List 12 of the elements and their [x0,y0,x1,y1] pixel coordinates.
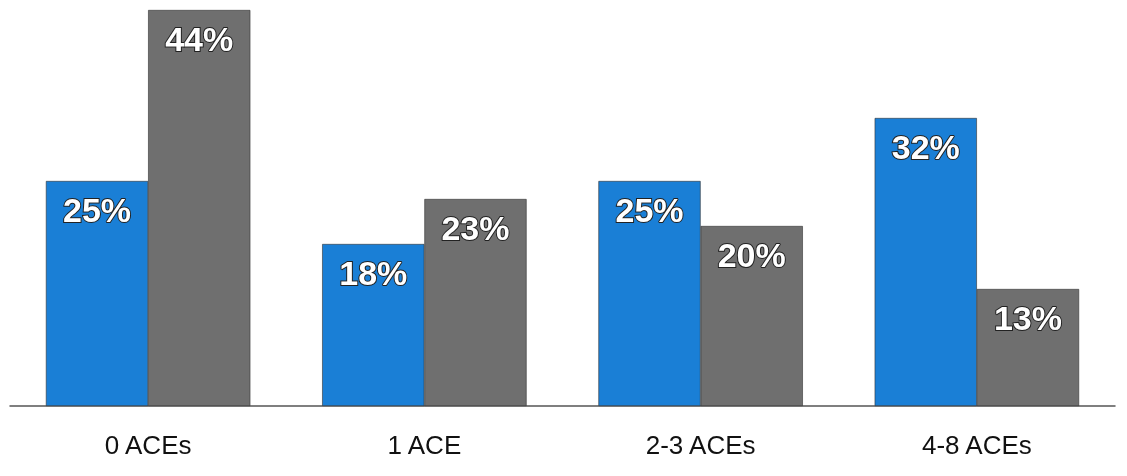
x-tick-label: 2-3 ACEs [645,430,756,460]
data-label: 13% [993,299,1063,337]
x-tick-label: 0 ACEs [104,430,192,460]
data-label: 25% [615,191,684,229]
x-tick-label: 4-8 ACEs [921,430,1032,460]
data-label: 25% [62,191,132,229]
data-label: 32% [891,128,960,166]
x-tick-label: 1 ACE [387,430,462,460]
data-label: 20% [717,236,786,274]
data-label: 23% [441,209,510,247]
data-label: 18% [339,254,408,292]
data-label: 44% [165,20,234,58]
